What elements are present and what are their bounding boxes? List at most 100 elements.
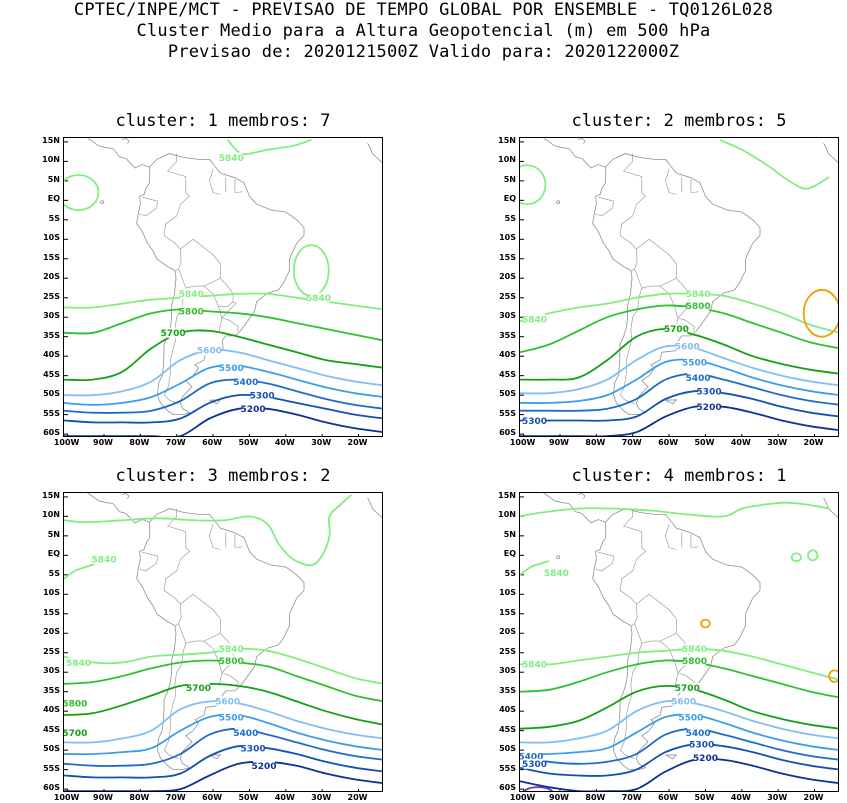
lat-tick-label: 5S — [504, 568, 516, 578]
lon-tick-label: 100W — [509, 793, 536, 802]
contour-5300 — [520, 743, 838, 777]
map-svg: 5840 5840 5840 5800 5700 5600 5500 5400 5300 5200 — [64, 138, 382, 436]
header-line-1: CPTEC/INPE/MCT - PREVISAO DE TEMPO GLOBA… — [73, 0, 774, 20]
contour-label-background — [676, 341, 699, 352]
contour-label-background — [523, 659, 546, 670]
contour-label-background — [234, 727, 257, 738]
contour-label-background — [698, 386, 721, 397]
contour-label-background — [672, 696, 695, 707]
contour-label: 5500 — [219, 364, 244, 374]
contour-5200 — [520, 404, 838, 436]
lat-tick-label: 60S — [43, 783, 60, 793]
galapagos-island — [100, 200, 105, 205]
contour-label: 5840 — [682, 645, 707, 655]
contour-label: 5700 — [675, 684, 700, 694]
contour-label: 5600 — [671, 698, 696, 708]
contour-label-background — [253, 760, 275, 771]
lat-tick-label: 5S — [48, 213, 60, 223]
contour-label: 5840 — [91, 556, 116, 566]
contour-label-background — [251, 390, 274, 401]
lon-tick-label: 70W — [165, 438, 186, 447]
country-border — [619, 215, 638, 272]
lat-tick-label: 5N — [47, 174, 60, 184]
lon-tick-label: 90W — [93, 793, 113, 802]
lon-tick-label: 40W — [274, 438, 295, 447]
lat-tick-label: 15S — [499, 252, 516, 262]
falkland-islands — [665, 754, 678, 760]
lat-tick-label: 15S — [499, 607, 516, 617]
contour-5800 — [520, 659, 838, 699]
contour-label-background — [64, 698, 86, 709]
country-border — [209, 169, 221, 195]
contour-label-background — [687, 288, 710, 299]
lat-tick-label: 45S — [499, 369, 516, 379]
country-border — [677, 317, 695, 332]
lat-tick-label: 35S — [499, 330, 516, 340]
contour-label-background — [665, 323, 688, 334]
contour-label-background — [180, 306, 203, 317]
contour-5700 — [64, 682, 382, 726]
contour-label: 5840 — [522, 315, 547, 325]
contour-label: 5700 — [161, 329, 186, 339]
contour-label-background — [216, 696, 239, 707]
contour-5840 — [520, 292, 838, 334]
lat-tick-label: 5S — [504, 213, 516, 223]
country-border — [665, 524, 677, 550]
lat-tick-label: 50S — [43, 744, 60, 754]
lat-tick-label: 40S — [499, 350, 516, 360]
country-border — [221, 672, 239, 687]
lon-tick-label: 30W — [767, 438, 788, 447]
lon-tick-label: 20W — [803, 793, 824, 802]
lat-tick-label: 45S — [499, 724, 516, 734]
contour-label: 5600 — [215, 698, 240, 708]
central-america-coastline — [543, 138, 606, 169]
contour-label: 5200 — [697, 403, 722, 413]
lat-tick-label: 20S — [499, 272, 516, 282]
lon-tick-label: 40W — [730, 793, 751, 802]
header-line-2: Cluster Medio para a Altura Geopotencial… — [136, 21, 711, 41]
country-border — [163, 570, 182, 627]
caribbean-coastline — [578, 493, 586, 499]
lat-tick-label: 10N — [498, 510, 516, 520]
closed-contour-5840 — [520, 164, 547, 206]
country-border — [665, 169, 677, 195]
lon-tick-label: 80W — [585, 438, 606, 447]
contour-label: 5400 — [686, 374, 711, 384]
lat-tick-label: 15S — [43, 607, 60, 617]
country-border — [620, 642, 643, 759]
lat-tick-label: 10S — [43, 233, 60, 243]
country-border — [619, 570, 638, 627]
lon-tick-label: 90W — [93, 438, 113, 447]
country-border — [623, 508, 646, 571]
country-border — [634, 593, 677, 644]
lon-tick-label: 80W — [129, 793, 150, 802]
contour-label: 5600 — [675, 343, 700, 353]
contour-label: 5840 — [522, 661, 547, 671]
contour-5840-north — [64, 562, 98, 580]
contour-label: 5700 — [664, 325, 689, 335]
contour-label: 5840 — [306, 294, 331, 304]
contour-label-background — [698, 401, 721, 412]
lat-tick-label: 10S — [499, 588, 516, 598]
lat-tick-label: 60S — [499, 428, 516, 438]
country-border — [139, 196, 158, 217]
contour-5840 — [520, 647, 838, 681]
contour-label-background — [220, 712, 243, 723]
panel-title-4: cluster: 4 membros: 1 — [571, 466, 787, 486]
lon-tick-label: 100W — [509, 438, 536, 447]
map-svg: 5840584058405800570056005500540053005200… — [520, 493, 838, 791]
contour-label-background — [307, 292, 330, 303]
caribbean-coastline — [122, 138, 130, 144]
lat-tick-label: 40S — [43, 705, 60, 715]
contour-label-background — [683, 643, 706, 654]
contour-5840 — [64, 292, 382, 311]
contour-label-background — [234, 376, 257, 387]
lat-tick-label: 10N — [42, 155, 60, 165]
country-border — [218, 306, 223, 331]
contour-label: 5400 — [686, 729, 711, 739]
contour-label-background — [690, 739, 713, 750]
lat-tick-label: 20S — [43, 627, 60, 637]
contour-label: 5300 — [522, 760, 547, 770]
contour-label-background — [162, 327, 185, 338]
contour-5200 — [64, 760, 382, 791]
